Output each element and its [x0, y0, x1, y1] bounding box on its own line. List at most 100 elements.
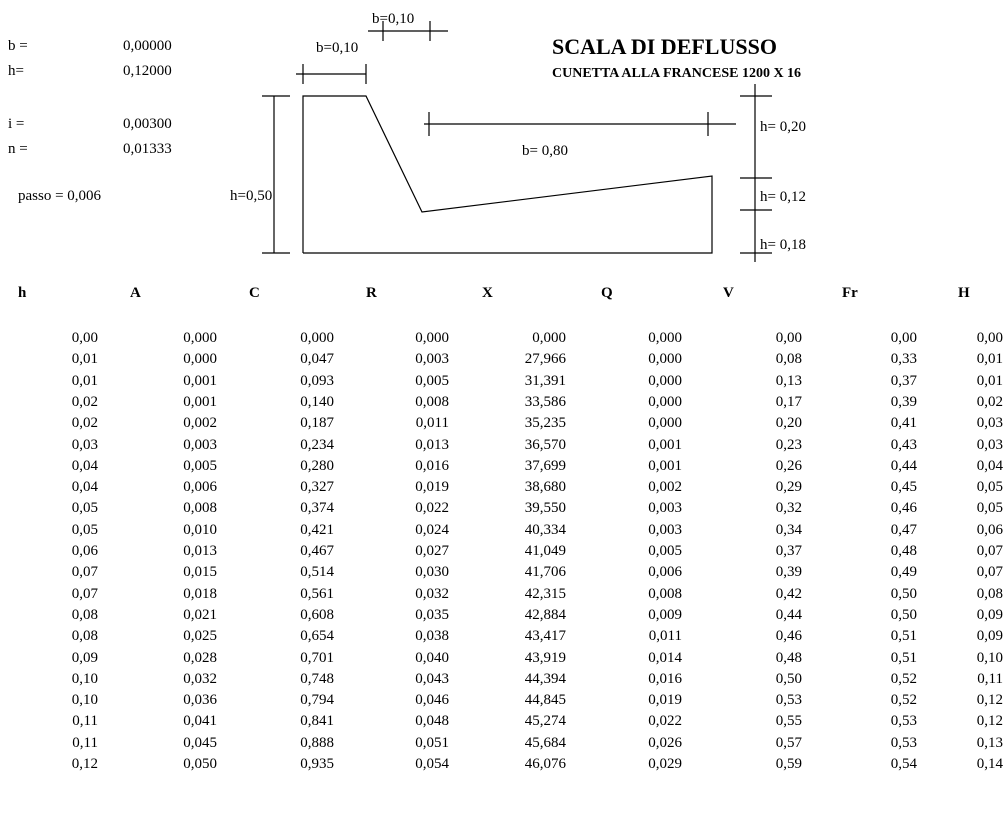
cell-r: 0,048 [415, 713, 449, 730]
cell-h-total: 0,13 [976, 734, 1003, 751]
cell-h-total: 0,04 [976, 457, 1003, 474]
cell-x: 37,699 [524, 457, 566, 474]
cell-v: 0,13 [775, 372, 802, 389]
cell-v: 0,46 [775, 628, 802, 645]
cell-fr: 0,52 [890, 670, 917, 687]
cell-a: 0,036 [183, 692, 217, 709]
header-c: C [249, 285, 260, 301]
cell-c: 0,794 [300, 692, 334, 709]
cell-fr: 0,46 [890, 500, 917, 517]
cell-r: 0,024 [415, 521, 449, 538]
cell-a: 0,001 [183, 372, 217, 389]
cross-section-sketch [262, 21, 772, 262]
cell-fr: 0,54 [890, 756, 917, 772]
cell-a: 0,025 [183, 628, 217, 645]
label-b-left: b=0,10 [316, 40, 359, 56]
cell-c: 0,187 [300, 415, 334, 432]
cell-a: 0,001 [183, 393, 217, 410]
cell-q: 0,003 [648, 500, 682, 517]
cell-h: 0,10 [71, 670, 98, 687]
cell-c: 0,888 [300, 734, 334, 751]
cell-c: 0,748 [300, 670, 334, 687]
cell-r: 0,005 [415, 372, 449, 389]
param-label-b: b = [8, 38, 28, 54]
cell-h: 0,07 [71, 585, 98, 602]
cell-h: 0,12 [71, 756, 98, 772]
cell-a: 0,021 [183, 606, 217, 623]
cell-q: 0,011 [648, 628, 682, 645]
cell-h: 0,05 [71, 500, 98, 517]
cell-v: 0,42 [775, 585, 802, 602]
header-fr: Fr [842, 285, 858, 301]
cell-q: 0,000 [648, 330, 682, 346]
cell-r: 0,043 [415, 670, 449, 687]
cell-v: 0,37 [775, 543, 802, 559]
cell-h: 0,00 [71, 330, 98, 346]
passo-label: passo = 0,006 [18, 188, 102, 204]
cell-h: 0,03 [71, 436, 98, 453]
cell-c: 0,654 [300, 628, 334, 645]
header-a: A [130, 285, 141, 301]
cell-fr: 0,45 [890, 479, 917, 496]
label-b-top: b=0,10 [372, 11, 415, 27]
label-h-right-3: h= 0,18 [760, 237, 806, 253]
cell-fr: 0,00 [890, 330, 917, 346]
cell-x: 27,966 [524, 351, 566, 368]
cell-q: 0,016 [648, 670, 682, 687]
cell-fr: 0,53 [890, 734, 917, 751]
cell-v: 0,39 [775, 564, 802, 581]
cell-c: 0,140 [300, 393, 334, 410]
cell-h: 0,06 [71, 543, 98, 559]
cell-fr: 0,41 [890, 415, 917, 432]
cell-x: 41,049 [524, 543, 566, 559]
cell-c: 0,280 [300, 457, 334, 474]
cell-v: 0,50 [775, 670, 802, 687]
cell-v: 0,23 [775, 436, 802, 453]
header-q: Q [601, 285, 613, 301]
cell-h: 0,09 [71, 649, 98, 666]
cell-r: 0,016 [415, 457, 449, 474]
cell-a: 0,050 [183, 756, 217, 772]
cell-h-total: 0,03 [976, 436, 1003, 453]
cell-r: 0,040 [415, 649, 449, 666]
param-value-i: 0,00300 [123, 116, 172, 132]
header-v: V [723, 285, 734, 301]
cell-x: 46,076 [524, 756, 566, 772]
cell-r: 0,011 [415, 415, 449, 432]
cell-h-total: 0,08 [976, 585, 1003, 602]
header-x: X [482, 285, 493, 301]
cell-c: 0,327 [300, 479, 334, 496]
cell-r: 0,013 [415, 436, 449, 453]
cell-r: 0,051 [415, 734, 449, 751]
cell-fr: 0,37 [890, 372, 917, 389]
cell-x: 45,684 [524, 734, 566, 751]
cell-h: 0,02 [71, 415, 98, 432]
cell-h: 0,11 [72, 734, 98, 751]
cell-a: 0,045 [183, 734, 217, 751]
cell-x: 45,274 [524, 713, 566, 730]
cell-c: 0,561 [300, 585, 334, 602]
cell-v: 0,57 [775, 734, 802, 751]
cell-fr: 0,53 [890, 713, 917, 730]
cell-fr: 0,51 [890, 628, 917, 645]
cell-h-total: 0,14 [976, 756, 1003, 772]
cell-q: 0,009 [648, 606, 682, 623]
cell-a: 0,008 [183, 500, 217, 517]
cell-fr: 0,47 [890, 521, 917, 538]
cell-c: 0,701 [300, 649, 334, 666]
cell-a: 0,003 [183, 436, 217, 453]
cell-c: 0,514 [300, 564, 334, 581]
cell-r: 0,046 [415, 692, 449, 709]
page-subtitle: CUNETTA ALLA FRANCESE 1200 X 16 [552, 66, 802, 81]
cell-a: 0,010 [183, 521, 217, 538]
cell-v: 0,29 [775, 479, 802, 496]
cell-h: 0,01 [71, 351, 98, 368]
cell-h-total: 0,07 [976, 543, 1003, 559]
cell-q: 0,002 [648, 479, 682, 496]
cell-v: 0,55 [775, 713, 802, 730]
cell-x: 40,334 [524, 521, 566, 538]
cell-q: 0,001 [648, 457, 682, 474]
cell-x: 44,845 [524, 692, 566, 709]
param-label-h: h= [8, 63, 24, 79]
cell-v: 0,08 [775, 351, 802, 368]
